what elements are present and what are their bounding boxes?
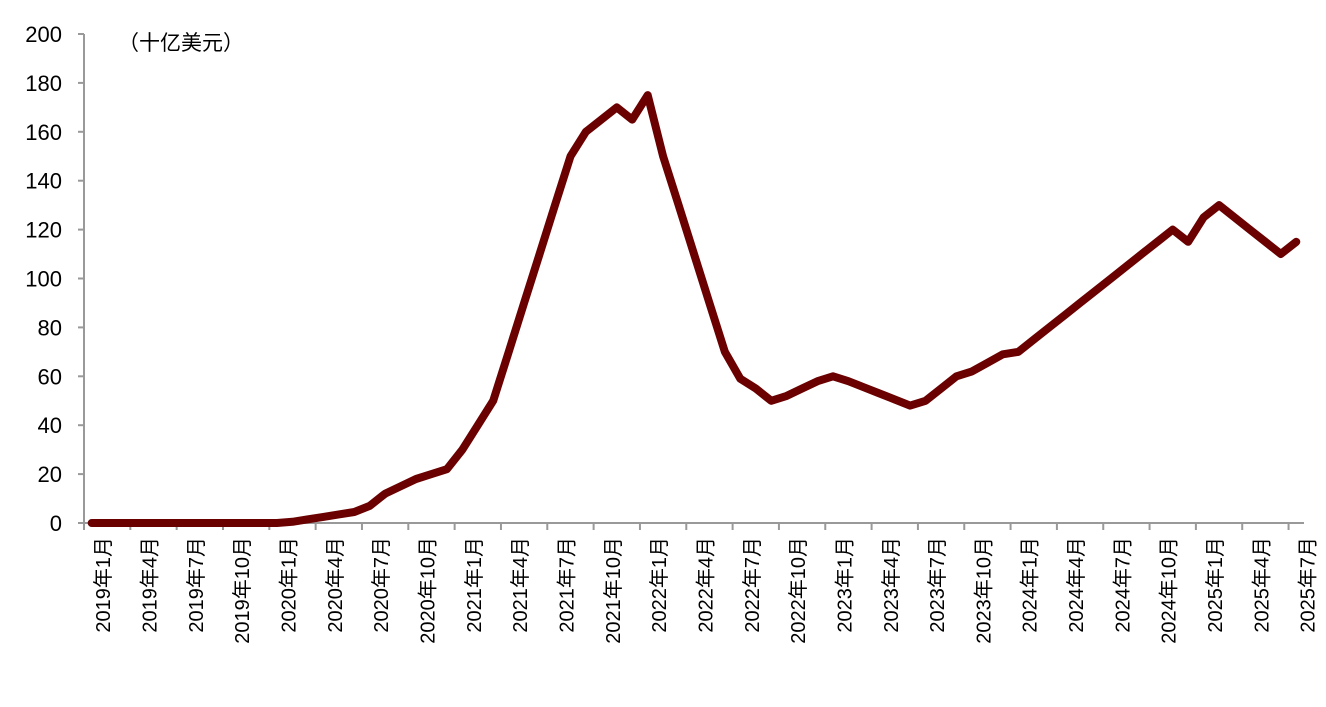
x-tick-label: 2019年4月 (138, 537, 161, 633)
x-tick-label: 2025年1月 (1204, 537, 1227, 633)
y-tick-label: 180 (25, 71, 62, 96)
x-tick-label: 2024年1月 (1019, 537, 1042, 633)
x-tick-label: 2021年7月 (555, 537, 578, 633)
x-tick-label: 2023年7月 (926, 537, 949, 633)
y-tick-label: 20 (38, 462, 62, 487)
x-tick-label: 2025年7月 (1297, 537, 1320, 633)
y-tick-label: 60 (38, 364, 62, 389)
x-tick-label: 2022年4月 (694, 537, 717, 633)
y-tick-label: 120 (25, 218, 62, 243)
y-tick-label: 160 (25, 120, 62, 145)
x-tick-label: 2023年4月 (880, 537, 903, 633)
x-tick-label: 2021年1月 (463, 537, 486, 633)
x-tick-label: 2022年10月 (787, 537, 810, 644)
y-tick-label: 0 (50, 511, 62, 536)
y-tick-label: 100 (25, 267, 62, 292)
x-tick-label: 2020年4月 (324, 537, 347, 633)
y-axis: 0 20 40 60 80 100 120 140 160 180 200 (25, 22, 84, 536)
y-tick-label: 200 (25, 22, 62, 47)
y-tick-label: 140 (25, 169, 62, 194)
y-tick-label: 80 (38, 315, 62, 340)
x-tick-label: 2019年1月 (92, 537, 115, 633)
x-tick-label: 2023年1月 (833, 537, 856, 633)
series-line (92, 95, 1297, 523)
x-tick-label: 2023年10月 (972, 537, 995, 644)
x-tick-label: 2022年1月 (648, 537, 671, 633)
x-tick-label: 2020年7月 (370, 537, 393, 633)
x-tick-label: 2024年10月 (1158, 537, 1181, 644)
x-tick-label: 2024年4月 (1065, 537, 1088, 633)
x-tick-label: 2019年10月 (231, 537, 254, 644)
x-tick-label: 2025年4月 (1250, 537, 1273, 633)
series-group (92, 95, 1297, 523)
x-tick-label: 2021年4月 (509, 537, 532, 633)
x-tick-label: 2022年7月 (741, 537, 764, 633)
x-tick-label: 2021年10月 (602, 537, 625, 644)
y-tick-label: 40 (38, 413, 62, 438)
x-axis: 2019年1月 2019年4月 2019年7月 2019年10月 2020年1月 2020… (84, 523, 1320, 644)
x-tick-label: 2024年7月 (1111, 537, 1134, 633)
x-tick-label: 2019年7月 (185, 537, 208, 633)
x-tick-label: 2020年1月 (277, 537, 300, 633)
unit-label: （十亿美元） (118, 32, 244, 55)
x-tick-label: 2020年10月 (416, 537, 439, 644)
